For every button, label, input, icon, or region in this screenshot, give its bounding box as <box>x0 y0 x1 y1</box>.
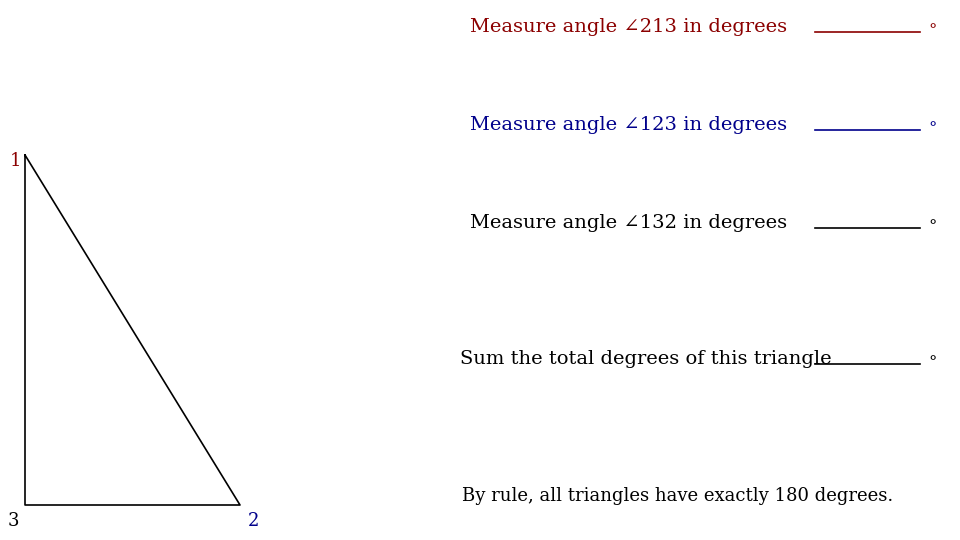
Text: °: ° <box>928 22 936 39</box>
Text: By rule, all triangles have exactly 180 degrees.: By rule, all triangles have exactly 180 … <box>462 487 893 505</box>
Text: 2: 2 <box>248 512 259 530</box>
Text: Sum the total degrees of this triangle: Sum the total degrees of this triangle <box>460 350 831 368</box>
Text: 3: 3 <box>8 512 19 530</box>
Text: Measure angle ∠213 in degrees: Measure angle ∠213 in degrees <box>470 18 787 36</box>
Text: °: ° <box>928 218 936 235</box>
Text: °: ° <box>928 354 936 371</box>
Text: Measure angle ∠123 in degrees: Measure angle ∠123 in degrees <box>470 116 787 134</box>
Text: 1: 1 <box>10 152 21 170</box>
Text: Measure angle ∠132 in degrees: Measure angle ∠132 in degrees <box>470 214 787 232</box>
Text: °: ° <box>928 120 936 137</box>
